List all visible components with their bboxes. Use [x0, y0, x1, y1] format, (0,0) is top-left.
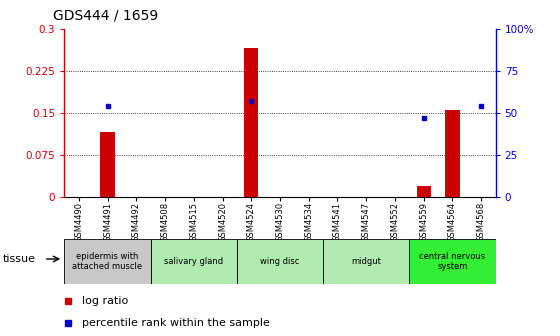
- Bar: [64, 239, 151, 284]
- Bar: [151, 239, 237, 284]
- Bar: [323, 239, 409, 284]
- Text: central nervous
system: central nervous system: [419, 252, 486, 271]
- Text: tissue: tissue: [3, 254, 36, 264]
- Bar: [417, 186, 431, 197]
- Text: wing disc: wing disc: [260, 257, 300, 266]
- Text: GDS444 / 1659: GDS444 / 1659: [53, 8, 158, 23]
- Bar: [445, 110, 460, 197]
- Text: midgut: midgut: [351, 257, 381, 266]
- Text: log ratio: log ratio: [82, 296, 128, 306]
- Text: epidermis with
attached muscle: epidermis with attached muscle: [72, 252, 143, 271]
- Bar: [100, 132, 115, 197]
- Bar: [237, 239, 323, 284]
- Text: salivary gland: salivary gland: [164, 257, 223, 266]
- Bar: [409, 239, 496, 284]
- Bar: [244, 48, 259, 197]
- Text: percentile rank within the sample: percentile rank within the sample: [82, 318, 269, 328]
